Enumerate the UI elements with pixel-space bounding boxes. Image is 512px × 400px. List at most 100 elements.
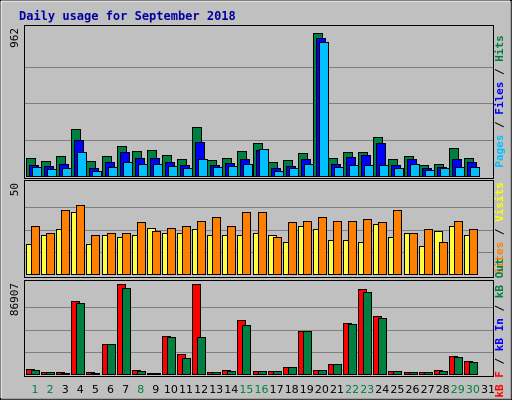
bar-sites-day-22: [348, 221, 357, 275]
bar-kb-out-day-13: [212, 372, 221, 375]
bar-pages-day-12: [198, 159, 208, 177]
x-tick-label-day-27: 27: [421, 383, 435, 396]
bar-pages-day-25: [394, 168, 404, 177]
bar-pages-day-13: [213, 167, 223, 177]
bar-sites-day-6: [107, 233, 116, 275]
bar-pages-day-21: [334, 167, 344, 177]
x-tick-label-day-14: 14: [224, 383, 238, 396]
bar-sites-day-12: [197, 221, 206, 275]
legend-part-kbin-kbout-kbf-4: kB Out: [493, 258, 506, 298]
bar-kb-out-day-18: [288, 367, 297, 375]
bar-kb-out-day-6: [107, 344, 116, 375]
legend-part-hits-files-pages-4: Hits: [493, 35, 506, 62]
x-tick-label-day-17: 17: [270, 383, 284, 396]
bar-pages-day-9: [153, 164, 163, 177]
bar-pages-day-16: [259, 149, 269, 177]
bar-kb-f-day-12: [192, 284, 201, 375]
bar-sites-day-20: [318, 217, 327, 275]
bar-kb-out-day-30: [469, 362, 478, 375]
x-tick-label-day-7: 7: [122, 383, 129, 396]
bar-pages-day-4: [77, 152, 87, 177]
x-tick-label-day-4: 4: [77, 383, 84, 396]
x-tick-label-day-19: 19: [300, 383, 314, 396]
bar-sites-day-18: [288, 222, 297, 275]
bar-sites-day-10: [167, 228, 176, 275]
x-tick-label-day-25: 25: [390, 383, 404, 396]
bar-pages-day-15: [243, 164, 253, 177]
bar-kb-out-day-7: [122, 288, 131, 375]
x-tick-label-day-1: 1: [32, 383, 39, 396]
bar-pages-day-22: [349, 165, 359, 177]
bar-kb-out-day-17: [273, 371, 282, 375]
legend-part-kbin-kbout-kbf-3: /: [493, 298, 506, 318]
bar-pages-day-26: [410, 164, 420, 177]
bar-kb-out-day-19: [303, 331, 312, 375]
legend-part-hits-files-pages-3: /: [493, 62, 506, 82]
x-tick-label-day-30: 30: [466, 383, 480, 396]
legend-part-visits-sites-2: Visits: [493, 182, 506, 222]
bar-pages-day-3: [62, 168, 72, 177]
x-tick-label-day-29: 29: [451, 383, 465, 396]
x-tick-label-day-6: 6: [107, 383, 114, 396]
bar-kb-out-day-3: [61, 373, 70, 375]
legend-part-kbin-kbout-kbf-1: /: [493, 351, 506, 371]
bar-kb-out-day-5: [91, 373, 100, 375]
bar-pages-day-5: [92, 171, 102, 177]
y-max-label-hits-files-pages: 962: [8, 28, 21, 48]
bar-kb-out-day-14: [227, 371, 236, 375]
legend-part-hits-files-pages-1: /: [493, 115, 506, 135]
bar-sites-day-30: [469, 229, 478, 275]
legend-part-visits-sites-1: /: [493, 222, 506, 242]
bar-pages-day-28: [440, 168, 450, 177]
bar-sites-day-11: [182, 226, 191, 275]
bar-sites-day-24: [378, 222, 387, 275]
bar-kb-out-day-9: [152, 373, 161, 375]
bar-kb-out-day-23: [363, 292, 372, 375]
bar-kb-out-day-12: [197, 337, 206, 375]
bar-sites-day-8: [137, 222, 146, 275]
bar-pages-day-6: [108, 167, 118, 177]
bar-pages-day-20: [319, 42, 329, 177]
bar-kb-out-day-20: [318, 370, 327, 375]
legend-part-hits-files-pages-2: Files: [493, 82, 506, 115]
x-tick-label-day-18: 18: [285, 383, 299, 396]
plot-area-kbin-kbout-kbf: [24, 280, 494, 377]
legend-part-visits-sites-0: Sites: [493, 242, 506, 275]
bar-kb-out-day-29: [454, 357, 463, 375]
x-tick-label-day-5: 5: [92, 383, 99, 396]
bar-kb-out-day-2: [46, 372, 55, 375]
bar-sites-day-26: [409, 233, 418, 275]
x-tick-label-day-13: 13: [209, 383, 223, 396]
bar-sites-day-15: [242, 212, 251, 275]
bar-sites-day-28: [439, 242, 448, 275]
x-tick-label-day-15: 15: [239, 383, 253, 396]
bar-sites-day-27: [424, 229, 433, 275]
bar-sites-day-25: [393, 210, 402, 275]
bar-sites-day-21: [333, 221, 342, 275]
bar-pages-day-29: [455, 167, 465, 177]
bar-pages-day-2: [47, 169, 57, 177]
bar-sites-day-16: [258, 212, 267, 275]
bar-pages-day-18: [289, 168, 299, 177]
x-tick-label-day-22: 22: [345, 383, 359, 396]
legend-part-hits-files-pages-0: Pages: [493, 135, 506, 168]
x-tick-label-day-31: 31: [481, 383, 495, 396]
chart-title: Daily usage for September 2018: [19, 9, 236, 23]
bar-sites-day-1: [31, 226, 40, 275]
bar-kb-out-day-21: [333, 364, 342, 375]
bar-sites-day-9: [152, 231, 161, 275]
bar-pages-day-7: [123, 162, 133, 177]
bar-pages-day-11: [183, 168, 193, 177]
legend-label-hits-files-pages: Pages / Files / Hits: [493, 35, 506, 168]
bar-pages-day-19: [304, 164, 314, 177]
bar-pages-day-17: [274, 171, 284, 177]
legend-part-kbin-kbout-kbf-0: kB F: [493, 371, 506, 398]
bar-sites-day-4: [76, 205, 85, 275]
bar-pages-day-24: [379, 165, 389, 177]
bar-sites-day-3: [61, 210, 70, 275]
legend-part-kbin-kbout-kbf-2: kB In: [493, 318, 506, 351]
bar-kb-out-day-1: [31, 370, 40, 375]
bar-kb-out-day-11: [182, 358, 191, 375]
